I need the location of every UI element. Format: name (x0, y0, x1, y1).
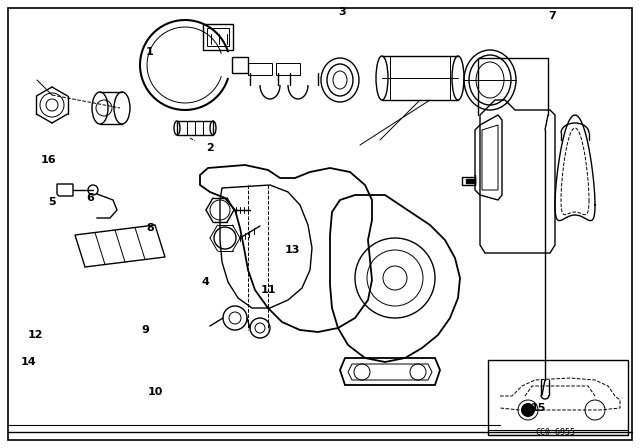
Text: 2: 2 (206, 143, 214, 153)
Text: 1: 1 (146, 47, 154, 57)
Bar (248, 63, 272, 75)
Bar (488, 360, 628, 435)
Text: 14: 14 (20, 357, 36, 367)
Text: 5: 5 (48, 197, 56, 207)
Text: 4: 4 (201, 277, 209, 287)
Text: 11: 11 (260, 285, 276, 295)
Text: 9: 9 (141, 325, 149, 335)
Text: 3: 3 (338, 7, 346, 17)
Text: 8: 8 (146, 223, 154, 233)
Text: 15: 15 (531, 403, 546, 413)
Text: 16: 16 (40, 155, 56, 165)
Text: 6: 6 (86, 193, 94, 203)
Text: CC0-6955: CC0-6955 (535, 427, 575, 436)
Text: 10: 10 (147, 387, 163, 397)
Text: 12: 12 (28, 330, 43, 340)
Circle shape (521, 403, 535, 417)
Text: 13: 13 (284, 245, 300, 255)
Polygon shape (466, 179, 475, 183)
Text: 7: 7 (548, 11, 556, 21)
Bar (276, 63, 300, 75)
